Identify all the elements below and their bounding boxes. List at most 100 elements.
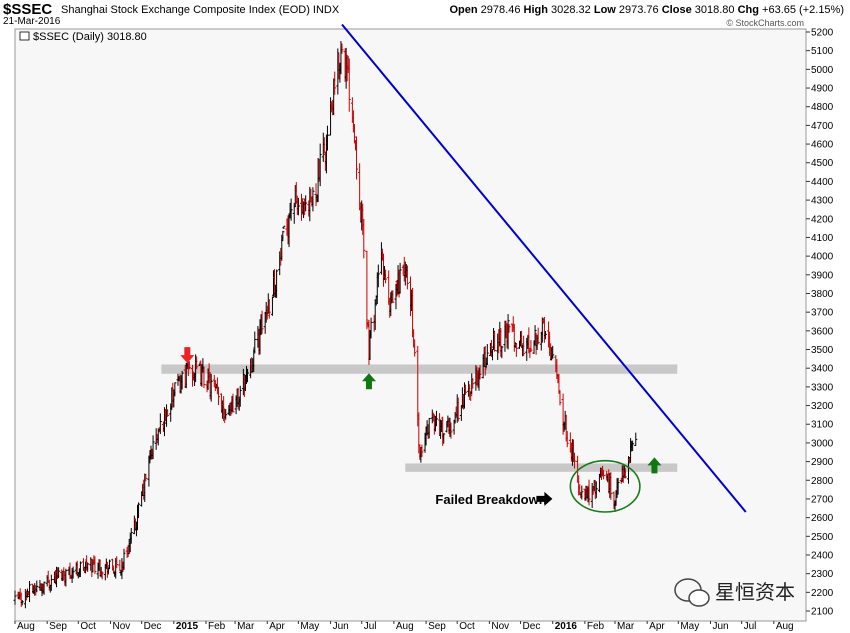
y-tick-label: 4100 [811, 233, 834, 244]
index-name-text: Shanghai Stock Exchange Composite Index … [61, 4, 310, 16]
ohlc-bar [209, 373, 213, 402]
ohlc-bar [202, 366, 206, 389]
chart-header: $SSEC Shanghai Stock Exchange Composite … [0, 0, 850, 29]
x-month-label: Feb [587, 621, 605, 632]
ohlc-bar [166, 409, 170, 417]
ohlc-bar [493, 331, 497, 352]
ohlc-summary: Open 2978.46 High 3028.32 Low 2973.76 Cl… [449, 4, 844, 16]
ohlc-bar [78, 561, 82, 577]
symbol: $SSEC [3, 1, 53, 18]
ohlc-bar [49, 574, 53, 591]
ohlc-bar [616, 477, 620, 495]
chg-value: +63.65 (+2.15%) [762, 4, 844, 16]
ohlc-bar [229, 401, 233, 416]
ohlc-bar [471, 378, 475, 389]
ohlc-bar [151, 435, 155, 460]
ohlc-bar [231, 393, 235, 413]
ohlc-bar [491, 348, 495, 361]
ohlc-bar [336, 48, 340, 95]
y-tick-label: 5100 [811, 46, 834, 57]
black-right-arrow-icon [536, 491, 553, 506]
ohlc-bar [514, 343, 518, 357]
y-tick-label: 4900 [811, 84, 834, 95]
ohlc-bar [296, 197, 300, 216]
price-bars [13, 41, 638, 609]
y-tick-label: 4000 [811, 252, 834, 263]
ohlc-bar [543, 330, 547, 340]
close-value: 3018.80 [694, 4, 735, 16]
ohlc-bar [241, 368, 245, 396]
y-tick-label: 3300 [811, 382, 834, 393]
x-month-label: Jul [364, 621, 377, 632]
ohlc-bar [304, 195, 308, 212]
x-month-label: Apr [649, 621, 665, 632]
y-tick-label: 3100 [811, 420, 834, 431]
y-tick-label: 3900 [811, 270, 834, 281]
ohlc-bar [115, 556, 119, 569]
x-month-label: Dec [144, 621, 162, 632]
y-tick-label: 2500 [811, 532, 834, 543]
x-month-label: Dec [523, 621, 541, 632]
index-name: Shanghai Stock Exchange Composite Index … [61, 4, 339, 16]
red-down-arrow-icon [180, 347, 195, 364]
brand-text: 星恒资本 [715, 580, 795, 604]
x-month-label: Nov [491, 621, 509, 632]
ohlc-bar [281, 230, 285, 242]
ohlc-bar [522, 335, 526, 357]
ohlc-bar [173, 382, 177, 397]
green-up-arrow-icon [361, 373, 376, 390]
ohlc-bar [93, 556, 97, 575]
y-tick-label: 3600 [811, 326, 834, 337]
y-tick-label: 2600 [811, 513, 834, 524]
y-tick-label: 2200 [811, 588, 834, 599]
ohlc-bar [216, 386, 220, 406]
support-band [161, 364, 678, 374]
ohlc-bar [282, 225, 286, 229]
stockcharts-watermark: © StockCharts.com [726, 18, 804, 28]
ohlc-bar [464, 384, 468, 395]
ohlc-bar [57, 567, 61, 579]
ohlc-bar [362, 218, 366, 259]
ohlc-bar [449, 422, 453, 439]
y-tick-label: 2100 [811, 607, 834, 618]
ohlc-bar [623, 468, 627, 479]
y-tick-label: 3500 [811, 345, 834, 356]
ohlc-bar [42, 581, 46, 595]
plot-area [14, 28, 807, 622]
ohlc-bar [634, 432, 638, 447]
ohlc-bar [325, 125, 329, 151]
x-month-label: Sep [428, 621, 446, 632]
ohlc-bar [28, 581, 32, 603]
y-tick-label: 3200 [811, 401, 834, 412]
ohlc-bar [453, 412, 457, 424]
ohlc-bar [587, 479, 591, 506]
ohlc-bar [105, 561, 109, 578]
y-tick-label: 4700 [811, 121, 834, 132]
open-value: 2978.46 [480, 4, 521, 16]
legend-swatch [19, 31, 30, 41]
ohlc-bar [86, 562, 90, 572]
ohlc-bar [107, 559, 111, 570]
y-tick-label: 2700 [811, 494, 834, 505]
ohlc-bar [557, 373, 561, 394]
ohlc-bar [180, 370, 184, 390]
ohlc-bar [413, 339, 417, 357]
annotation-layer: Failed Breakdown [180, 23, 747, 513]
brand-mark: 星恒资本 [674, 578, 795, 607]
support-band [405, 463, 678, 472]
ohlc-bar [275, 269, 279, 298]
ohlc-bar [369, 317, 373, 339]
ohlc-bar [238, 385, 242, 407]
ohlc-bar [442, 433, 446, 444]
close-label: Close [661, 4, 692, 16]
ohlc-bar [580, 485, 584, 500]
ohlc-bar [485, 344, 489, 366]
x-month-label: Jul [744, 621, 757, 632]
ohlc-bar [460, 387, 464, 409]
y-tick-label: 4500 [811, 158, 834, 169]
ohlc-bar [631, 440, 635, 452]
ohlc-bar [456, 397, 460, 422]
open-label: Open [449, 4, 478, 16]
y-tick-label: 3400 [811, 364, 834, 375]
ohlc-bar [533, 325, 537, 346]
